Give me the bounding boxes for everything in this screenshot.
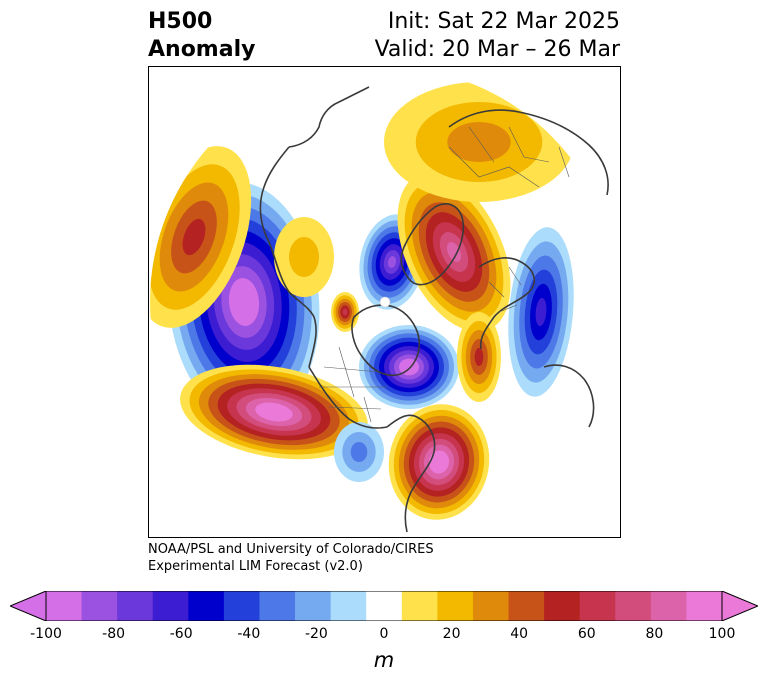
colorbar-cell [579, 591, 616, 621]
colorbar-cell [223, 591, 260, 621]
credit-line-2: Experimental LIM Forecast (v2.0) [148, 559, 363, 574]
colorbar-cell [615, 591, 652, 621]
colorbar-unit-label: m [373, 648, 395, 672]
colorbar-tick-label: 100 [708, 626, 736, 642]
positive-anomaly-center [331, 292, 359, 332]
map-canvas [150, 82, 609, 533]
init-date: Init: Sat 22 Mar 2025 [387, 9, 620, 34]
positive-anomaly-center [388, 404, 490, 520]
anomaly-map [148, 66, 621, 538]
colorbar-min-extend-arrow [10, 591, 47, 621]
colorbar-tick-label: 20 [442, 626, 461, 642]
title-variable: H500 [148, 9, 213, 34]
colorbar-cell [437, 591, 474, 621]
coastlines [259, 86, 609, 533]
anomaly-contour-band [236, 290, 252, 314]
negative-anomaly-center [359, 325, 459, 409]
political-borders [319, 126, 570, 423]
colorbar-cell [508, 591, 545, 621]
anomaly-contour-band [182, 218, 206, 256]
pole-marker [379, 296, 391, 308]
anomaly-shading [150, 82, 574, 520]
map-title: H500 Anomaly [148, 8, 255, 64]
credit-line-1: NOAA/PSL and University of Colorado/CIRE… [148, 542, 434, 557]
anomaly-contour-band [535, 297, 547, 327]
colorbar-tick-label: -60 [169, 626, 193, 642]
anomaly-contour-band [264, 407, 284, 417]
colorbar-tick-label: -100 [30, 626, 62, 642]
anomaly-contour-band [446, 242, 462, 262]
positive-anomaly-center [397, 172, 511, 332]
anomaly-contour-band [289, 237, 319, 277]
positive-anomaly-center [180, 364, 368, 460]
colorbar-tick-label: -20 [304, 626, 328, 642]
colorbar-tick-label: 80 [645, 626, 664, 642]
colorbar-cell [650, 591, 687, 621]
anomaly-contour-band [342, 308, 348, 316]
colorbar-cell [188, 591, 225, 621]
colorbar-cell [472, 591, 509, 621]
colorbar-tick-labels: -100 -80 -60 -40 -20 0 20 40 60 80 100 [0, 626, 768, 646]
colorbar-tick-label: -80 [102, 626, 126, 642]
positive-anomaly-center [384, 82, 574, 202]
colorbar [10, 591, 758, 621]
anomaly-contour-band [433, 456, 445, 468]
positive-anomaly-center [457, 312, 501, 402]
anomaly-contour-band [474, 348, 484, 366]
colorbar-cells [46, 591, 723, 621]
colorbar-tick-label: 0 [379, 626, 389, 642]
colorbar-cell [117, 591, 154, 621]
colorbar-tick-label: 40 [510, 626, 529, 642]
colorbar-cell [686, 591, 723, 621]
anomaly-contour-band [447, 122, 511, 162]
negative-anomaly-center [334, 422, 384, 482]
colorbar-tick-label: -40 [237, 626, 261, 642]
title-field: Anomaly [148, 37, 256, 62]
negative-anomaly-center [508, 227, 574, 397]
forecast-dates: Init: Sat 22 Mar 2025 Valid: 20 Mar – 26… [375, 8, 620, 64]
colorbar-cell [544, 591, 581, 621]
colorbar-cell [295, 591, 332, 621]
positive-anomaly-center [274, 217, 334, 297]
colorbar-cell [366, 591, 403, 621]
colorbar-cell [330, 591, 367, 621]
colorbar-cell [152, 591, 189, 621]
anomaly-contour-band [387, 256, 397, 268]
colorbar-cell [46, 591, 82, 621]
colorbar-cell [81, 591, 118, 621]
colorbar-tick-label: 60 [577, 626, 596, 642]
colorbar-cell [401, 591, 438, 621]
colorbar-max-extend-arrow [721, 591, 758, 621]
anomaly-contour-band [350, 442, 368, 462]
valid-range: Valid: 20 Mar – 26 Mar [374, 37, 620, 62]
data-credit: NOAA/PSL and University of Colorado/CIRE… [148, 541, 434, 575]
colorbar-outline [45, 591, 723, 621]
colorbar-cell [259, 591, 296, 621]
